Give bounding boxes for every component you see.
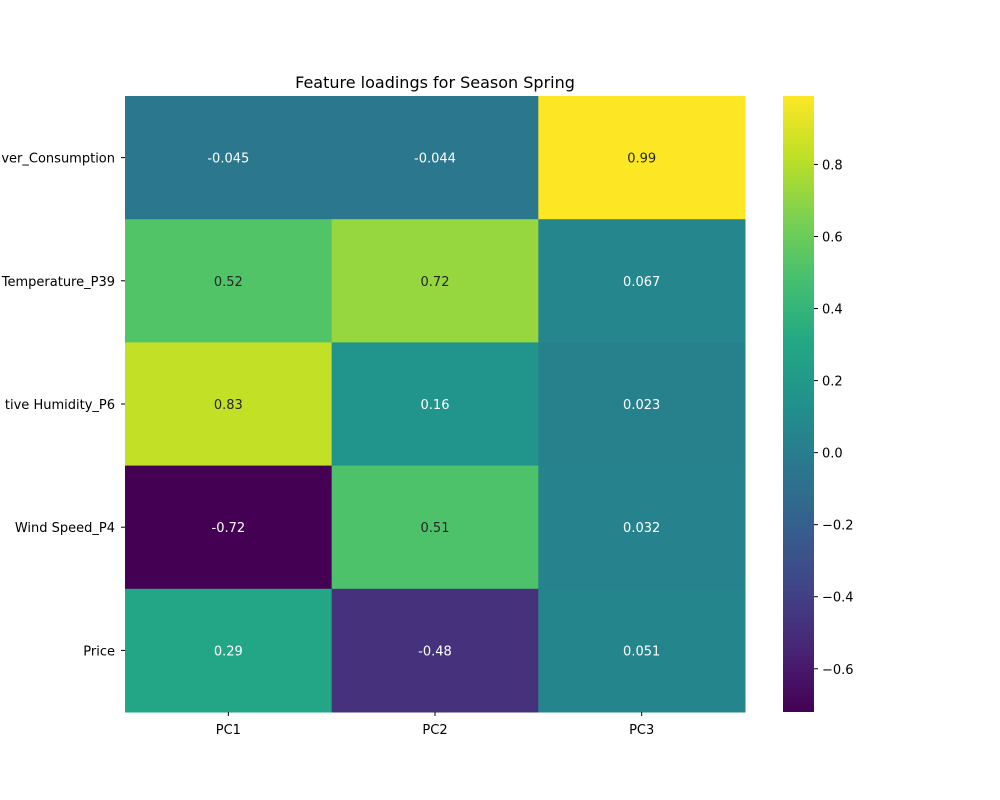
cell-value-label-r0-c1: -0.044 <box>414 152 456 167</box>
heatmap-cell-r3-c2 <box>538 465 746 590</box>
cell-value-label-r3-c2: 0.032 <box>623 521 660 536</box>
row-label-1: Temperature_P39 <box>1 275 115 290</box>
colorbar-gradient <box>783 96 814 712</box>
heatmap-cell-r0-c0 <box>125 96 333 220</box>
column-label-2: PC3 <box>629 723 654 738</box>
cell-value-label-r1-c1: 0.72 <box>421 275 450 290</box>
cell-value-label-r3-c1: 0.51 <box>421 521 450 536</box>
column-labels: PC1 PC2 PC3 <box>216 712 654 738</box>
cell-value-label-r4-c0: 0.29 <box>214 644 243 659</box>
colorbar: −0.6 −0.4 −0.2 0.0 0.2 0.4 0.6 0.8 <box>783 96 854 712</box>
colorbar-tick-label-4: 0.2 <box>822 375 843 390</box>
cell-value-label-r0-c2: 0.99 <box>627 152 656 167</box>
heatmap-cell-r2-c1 <box>331 342 539 467</box>
cell-value-label-r0-c0: -0.045 <box>207 152 249 167</box>
heatmap-cells: -0.045 -0.044 0.99 0.52 0.72 0.067 0.83 0.16 0.0… <box>125 96 746 713</box>
heatmap-cell-r1-c0 <box>125 219 333 343</box>
cell-value-label-r4-c2: 0.051 <box>623 644 660 659</box>
heatmap-cell-r4-c2 <box>538 588 746 713</box>
colorbar-tick-label-0: −0.6 <box>822 663 854 678</box>
heatmap-cell-r1-c2 <box>538 219 746 343</box>
cell-value-label-r1-c2: 0.067 <box>623 275 660 290</box>
row-label-2: tive Humidity_P6 <box>5 398 115 413</box>
colorbar-tick-label-1: −0.4 <box>822 591 854 606</box>
heatmap-cell-r0-c2 <box>538 96 746 220</box>
colorbar-tick-label-6: 0.6 <box>822 230 843 245</box>
heatmap-cell-r0-c1 <box>331 96 539 220</box>
colorbar-tick-label-3: 0.0 <box>822 447 843 462</box>
heatmap-cell-r3-c1 <box>331 465 539 590</box>
heatmap-cell-r2-c2 <box>538 342 746 467</box>
colorbar-tick-label-2: −0.2 <box>822 519 854 534</box>
heatmap-cell-r2-c0 <box>125 342 333 467</box>
heatmap-cell-r1-c1 <box>331 219 539 343</box>
column-label-1: PC2 <box>422 723 447 738</box>
cell-value-label-r3-c0: -0.72 <box>212 521 246 536</box>
row-label-0: ver_Consumption <box>1 152 115 167</box>
row-label-3: Wind Speed_P4 <box>15 521 115 536</box>
heatmap-cell-r4-c0 <box>125 588 333 713</box>
heatmap-cell-r3-c0 <box>125 465 333 590</box>
chart-title: Feature loadings for Season Spring <box>295 73 575 92</box>
cell-value-label-r1-c0: 0.52 <box>214 275 243 290</box>
row-label-4: Price <box>83 644 115 659</box>
column-label-0: PC1 <box>216 723 241 738</box>
heatmap-cell-r4-c1 <box>331 588 539 713</box>
cell-value-label-r2-c1: 0.16 <box>421 398 450 413</box>
cell-value-label-r2-c0: 0.83 <box>214 398 243 413</box>
cell-value-label-r4-c1: -0.48 <box>418 644 452 659</box>
colorbar-tick-label-7: 0.8 <box>822 158 843 173</box>
cell-value-label-r2-c2: 0.023 <box>623 398 660 413</box>
colorbar-tick-label-5: 0.4 <box>822 303 843 318</box>
